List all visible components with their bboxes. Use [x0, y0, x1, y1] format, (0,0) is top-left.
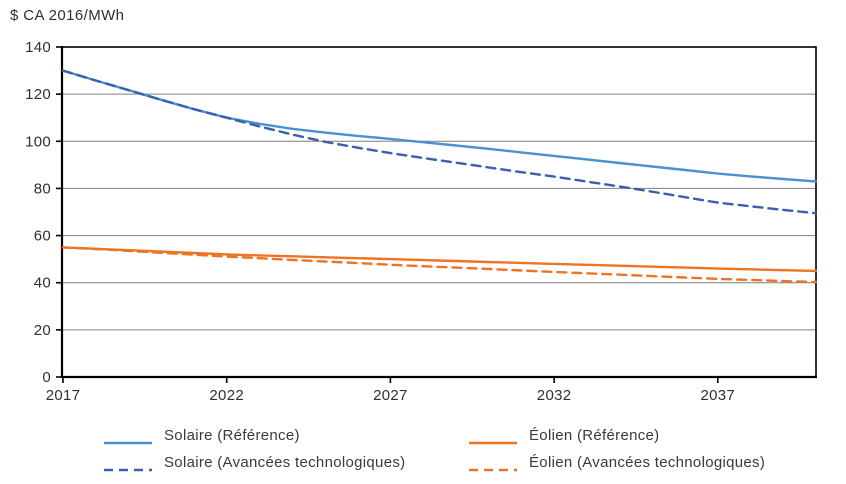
x-tick-label-2022: 2022: [209, 387, 244, 404]
legend-marker-line: [469, 468, 517, 471]
series-line-2: [61, 246, 818, 273]
y-tick-label-0: 0: [42, 369, 51, 386]
legend-label-eolien-reference: Éolien (Référence): [529, 427, 660, 444]
legend: Solaire (Référence) Solaire (Avancées te…: [0, 422, 846, 482]
y-tick-label-120: 120: [25, 86, 51, 103]
y-tick-label-40: 40: [34, 275, 51, 292]
legend-column-eolien: Éolien (Référence) Éolien (Avancées tech…: [469, 422, 765, 476]
series-line-3: [61, 246, 818, 284]
legend-item-eolien-avancees: Éolien (Avancées technologiques): [469, 449, 765, 476]
y-tick-label-100: 100: [25, 133, 51, 150]
plot-border: [61, 46, 817, 378]
x-tick-label-2027: 2027: [373, 387, 408, 404]
legend-marker-eolien-avancees-dashed-line: [469, 460, 517, 471]
y-tick-label-60: 60: [34, 228, 51, 245]
legend-marker-line: [104, 468, 152, 471]
legend-marker-solaire-avancees-dashed-line: [104, 460, 152, 471]
legend-marker-solaire-reference-line: [104, 433, 152, 444]
series-line-0: [61, 69, 818, 183]
legend-item-solaire-avancees: Solaire (Avancées technologiques): [104, 449, 405, 476]
line-chart-plot: 0 20 40 60 80 100 120 140 2017 2022 2027 2032 2037: [25, 39, 818, 404]
legend-label-eolien-avancees: Éolien (Avancées technologiques): [529, 454, 766, 471]
legend-column-solaire: Solaire (Référence) Solaire (Avancées te…: [104, 422, 405, 476]
legend-label-solaire-reference: Solaire (Référence): [164, 427, 300, 444]
y-tick-label-20: 20: [34, 322, 51, 339]
x-tick-label-2037: 2037: [700, 387, 735, 404]
x-tick-label-2032: 2032: [537, 387, 572, 404]
y-tick-label-80: 80: [34, 180, 51, 197]
legend-item-eolien-reference: Éolien (Référence): [469, 422, 765, 449]
legend-marker-eolien-reference-line: [469, 433, 517, 444]
y-tick-label-140: 140: [25, 39, 51, 56]
legend-label-solaire-avancees: Solaire (Avancées technologiques): [164, 454, 406, 471]
legend-marker-line: [469, 441, 517, 444]
series-line-1: [61, 69, 818, 215]
legend-item-solaire-reference: Solaire (Référence): [104, 422, 405, 449]
x-tick-label-2017: 2017: [46, 387, 81, 404]
legend-marker-line: [104, 441, 152, 444]
y-axis-unit-label: $ CA 2016/MWh: [10, 7, 125, 24]
